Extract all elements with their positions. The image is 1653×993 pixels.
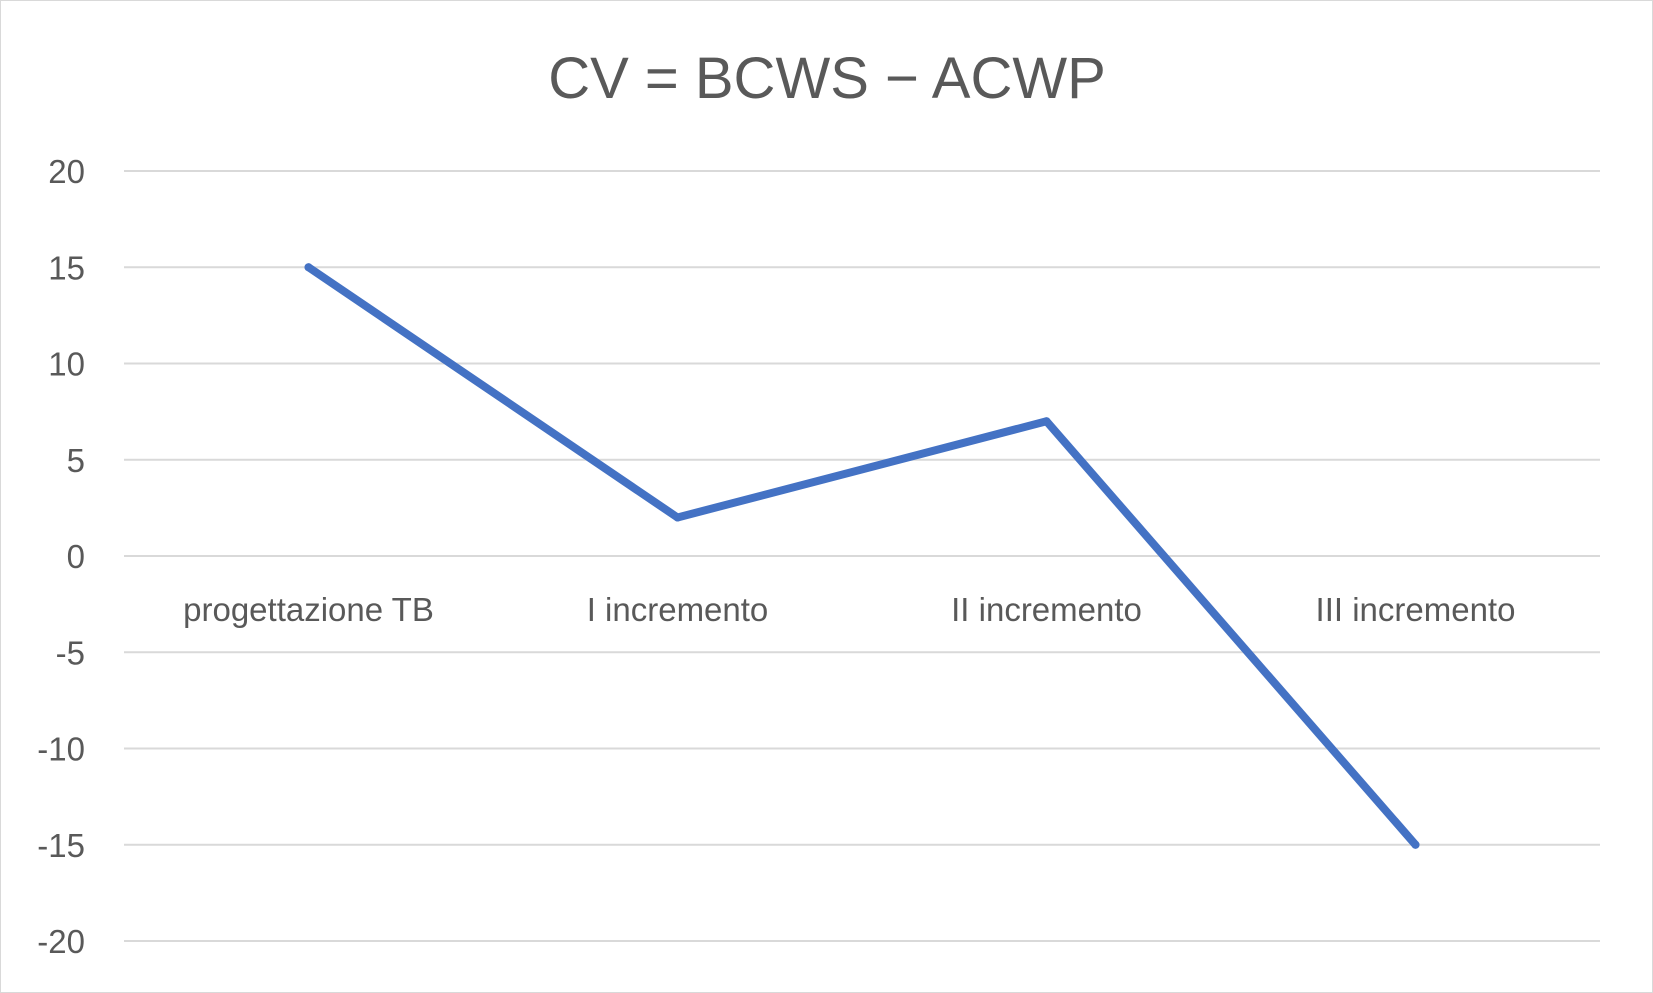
data-point [1042,417,1051,426]
data-point [304,263,313,272]
category-label: progettazione TB [183,591,434,628]
y-axis-tick-labels: 20 15 10 5 0 -5 -10 -15 -20 [37,153,85,960]
y-tick-label: 10 [48,346,85,383]
series-line [304,263,1420,849]
y-tick-label: -10 [37,731,85,768]
y-tick-label: 20 [48,153,85,190]
category-label: II incremento [951,591,1142,628]
y-tick-label: 0 [67,538,85,575]
y-tick-label: -15 [37,827,85,864]
chart-title: CV = BCWS − ACWP [548,46,1106,111]
category-label: III incremento [1316,591,1516,628]
data-point [673,513,682,522]
y-tick-label: -20 [37,923,85,960]
category-labels: progettazione TB I incremento II increment… [183,591,1515,628]
series-layer [304,263,1420,849]
y-tick-label: -5 [56,634,85,671]
y-tick-label: 5 [67,442,85,479]
gridlines [124,170,1600,942]
data-point [1411,840,1420,849]
y-tick-label: 15 [48,249,85,286]
category-label: I incremento [587,591,769,628]
